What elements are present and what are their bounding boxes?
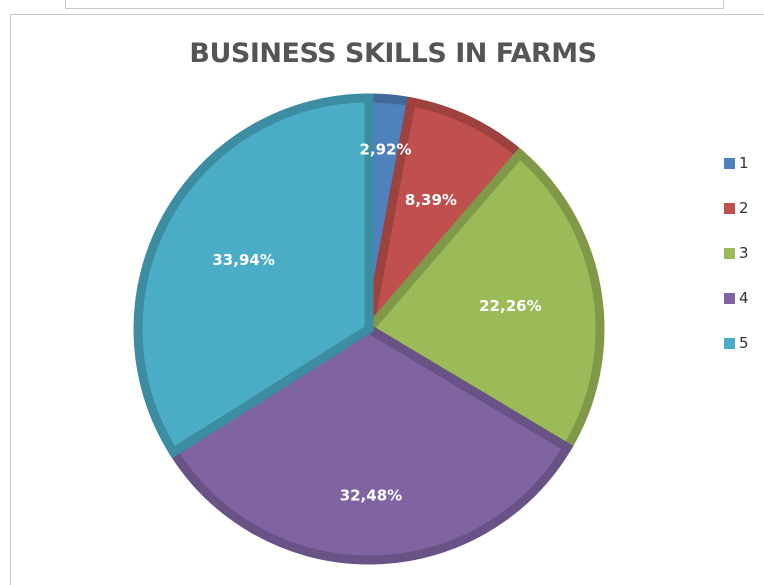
- legend-swatch-4: [724, 293, 735, 304]
- pie-slice-3[interactable]: [362, 147, 605, 454]
- data-label-3: 22,26%: [479, 297, 541, 315]
- pie-slice-4[interactable]: [167, 323, 574, 565]
- legend-label-5: 5: [739, 334, 749, 352]
- legend-swatch-2: [724, 203, 735, 214]
- legend-swatch-3: [724, 248, 735, 259]
- legend-swatch-5: [724, 338, 735, 349]
- chart-title: BUSINESS SKILLS IN FARMS: [189, 38, 597, 69]
- legend-swatch-1: [724, 158, 735, 169]
- legend-label-1: 1: [739, 154, 749, 172]
- pie-slice-5[interactable]: [133, 93, 374, 459]
- legend-label-2: 2: [739, 199, 749, 217]
- data-label-2: 8,39%: [405, 191, 457, 209]
- data-label-1: 2,92%: [359, 141, 411, 159]
- legend-label-4: 4: [739, 289, 749, 307]
- top-input-field[interactable]: [65, 0, 724, 9]
- legend-label-3: 3: [739, 244, 749, 262]
- data-label-5: 33,94%: [212, 251, 274, 269]
- data-label-4: 32,48%: [340, 486, 402, 504]
